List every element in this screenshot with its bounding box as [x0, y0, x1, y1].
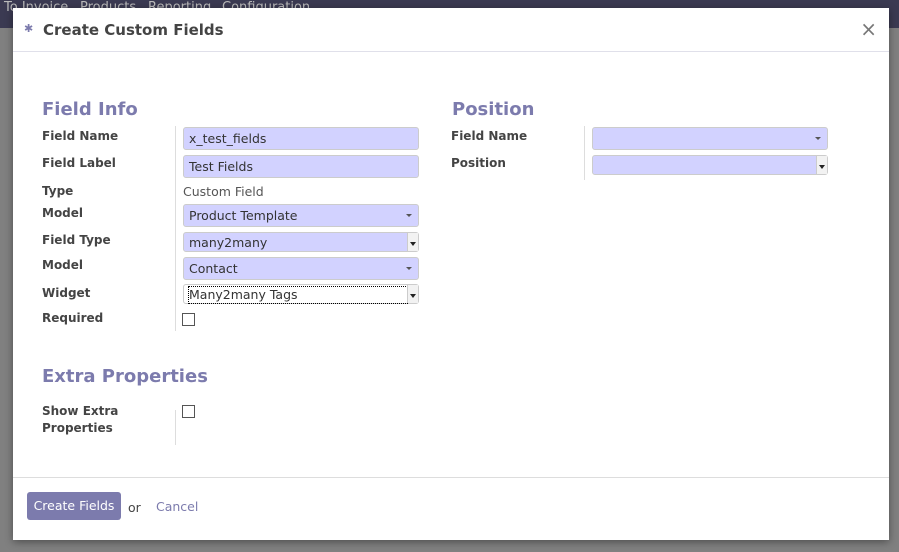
required-checkbox[interactable] — [182, 313, 195, 326]
position-select[interactable] — [592, 155, 828, 175]
label-line-1: Show Extra — [42, 404, 119, 418]
model-label: Model — [42, 206, 84, 220]
widget-value: Many2many Tags — [188, 286, 408, 304]
or-text: or — [128, 500, 141, 515]
field-name-input[interactable]: x_test_fields — [183, 127, 419, 150]
model-select-value: Product Template — [189, 208, 298, 223]
widget-select[interactable]: Many2many Tags — [183, 284, 419, 304]
relation-model-label: Model — [42, 258, 84, 272]
field-type-label: Field Type — [42, 233, 111, 247]
dropdown-arrow-icon — [407, 233, 418, 251]
divider — [175, 410, 176, 445]
relation-model-select[interactable]: Contact — [183, 257, 419, 280]
dropdown-arrow-icon — [407, 285, 418, 303]
create-fields-button[interactable]: Create Fields — [27, 492, 121, 520]
type-label: Type — [42, 184, 74, 198]
relation-model-value: Contact — [189, 261, 238, 276]
show-extra-properties-label: Show Extra Properties — [42, 403, 118, 437]
create-custom-fields-dialog: ✱ Create Custom Fields × Field Info Fiel… — [13, 8, 889, 540]
required-label: Required — [42, 311, 104, 325]
field-type-select[interactable]: many2many — [183, 232, 419, 252]
dialog-footer: Create Fields or Cancel — [13, 477, 889, 540]
position-field-name-select[interactable] — [592, 127, 828, 150]
caret-down-icon — [406, 267, 412, 270]
model-select[interactable]: Product Template — [183, 204, 419, 227]
position-heading: Position — [452, 99, 535, 120]
caret-down-icon — [815, 137, 821, 140]
type-value: Custom Field — [183, 184, 264, 199]
label-line-2: Properties — [42, 421, 113, 435]
field-label-label: Field Label — [42, 156, 116, 170]
caret-down-icon — [406, 214, 412, 217]
dropdown-arrow-icon — [816, 156, 827, 174]
field-label-input[interactable]: Test Fields — [183, 155, 419, 178]
position-field-name-label: Field Name — [451, 129, 528, 143]
field-type-value: many2many — [189, 235, 268, 250]
field-info-heading: Field Info — [42, 99, 138, 120]
dialog-header: ✱ Create Custom Fields × — [13, 8, 889, 52]
show-extra-properties-checkbox[interactable] — [182, 405, 195, 418]
bug-icon: ✱ — [24, 22, 34, 35]
close-icon[interactable]: × — [860, 17, 877, 41]
divider — [175, 126, 176, 331]
position-label: Position — [451, 156, 506, 170]
widget-label: Widget — [42, 286, 91, 300]
extra-properties-heading: Extra Properties — [42, 366, 208, 387]
divider — [584, 126, 585, 180]
field-name-label: Field Name — [42, 129, 119, 143]
dialog-title: Create Custom Fields — [43, 21, 224, 39]
cancel-link[interactable]: Cancel — [156, 499, 199, 514]
